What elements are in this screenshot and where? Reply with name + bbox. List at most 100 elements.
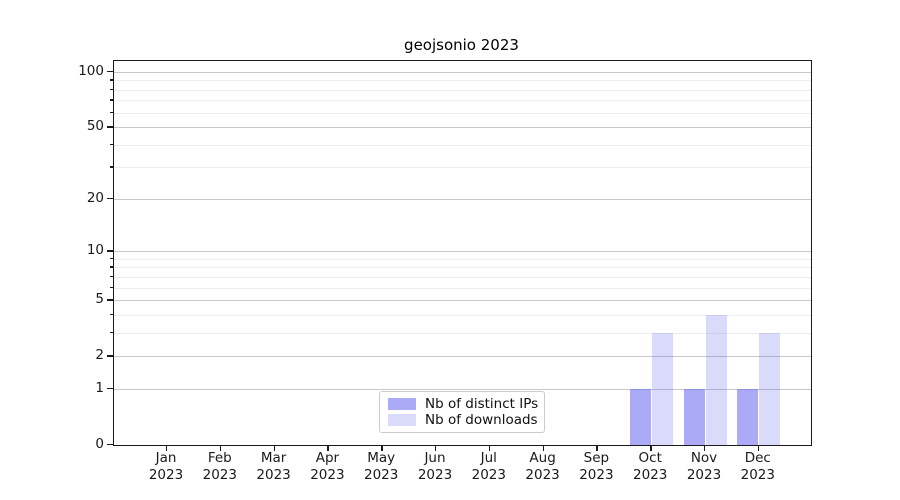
x-axis-tick bbox=[166, 445, 168, 451]
gridline-minor bbox=[114, 167, 811, 169]
y-axis-tick-label: 0 bbox=[95, 436, 104, 452]
x-axis-tick bbox=[650, 445, 652, 451]
gridline-minor bbox=[114, 80, 811, 82]
x-axis-tick bbox=[704, 445, 706, 451]
gridline-major bbox=[114, 300, 811, 302]
month-label: Jan bbox=[155, 450, 177, 466]
x-axis-tick-label: Oct 2023 bbox=[620, 450, 680, 484]
x-axis-tick-label: Jun 2023 bbox=[405, 450, 465, 484]
gridline-minor bbox=[114, 287, 811, 289]
bar-distinct-ips bbox=[629, 388, 651, 445]
year-label: 2023 bbox=[202, 467, 237, 483]
legend-swatch-downloads bbox=[388, 414, 416, 426]
x-axis-tick bbox=[219, 445, 222, 451]
gridline-major bbox=[114, 251, 811, 253]
x-axis-tick-label: May 2023 bbox=[351, 450, 411, 484]
y-axis-minor-tick bbox=[109, 313, 113, 316]
y-axis-minor-tick bbox=[109, 88, 113, 91]
y-axis-minor-tick bbox=[109, 257, 113, 260]
x-axis-tick bbox=[542, 445, 544, 451]
x-axis-tick-label: Feb 2023 bbox=[190, 450, 250, 484]
year-label: 2023 bbox=[740, 467, 775, 483]
gridline-minor bbox=[114, 100, 811, 102]
x-axis-tick-label: Jul 2023 bbox=[459, 450, 519, 484]
month-label: May bbox=[367, 450, 396, 466]
y-axis-minor-tick bbox=[109, 99, 113, 101]
x-axis-tick bbox=[488, 445, 491, 451]
bar-distinct-ips bbox=[683, 388, 705, 445]
x-axis-tick bbox=[381, 445, 383, 451]
x-axis-tick bbox=[757, 445, 760, 451]
legend-swatch-distinct-ips bbox=[388, 398, 416, 410]
y-axis-tick-label: 20 bbox=[86, 189, 104, 206]
month-label: Jun bbox=[424, 450, 446, 466]
month-label: Feb bbox=[207, 450, 232, 466]
gridline-minor bbox=[114, 112, 811, 114]
y-axis-tick bbox=[107, 126, 113, 128]
y-axis-minor-tick bbox=[109, 143, 113, 146]
x-axis-tick-label: Nov 2023 bbox=[674, 450, 734, 484]
gridline-major bbox=[114, 356, 811, 358]
y-axis-tick bbox=[107, 71, 113, 73]
gridline-major bbox=[114, 198, 811, 200]
y-axis-minor-tick bbox=[109, 166, 113, 168]
year-label: 2023 bbox=[579, 467, 614, 483]
y-axis-tick-label: 2 bbox=[95, 347, 104, 364]
legend-item: Nb of downloads bbox=[388, 412, 538, 428]
year-label: 2023 bbox=[364, 467, 399, 483]
y-axis-tick-label: 50 bbox=[86, 118, 104, 135]
y-axis-tick-label: 5 bbox=[95, 291, 104, 308]
y-axis-tick-label: 10 bbox=[86, 242, 104, 259]
x-axis-tick bbox=[273, 445, 275, 451]
y-axis-minor-tick bbox=[109, 331, 113, 334]
x-axis-tick-label: Aug 2023 bbox=[513, 450, 573, 484]
x-axis-tick-label: Sep 2023 bbox=[566, 450, 626, 484]
month-label: Mar bbox=[260, 450, 287, 466]
legend-label: Nb of downloads bbox=[425, 412, 538, 428]
gridline-minor bbox=[114, 89, 811, 91]
gridline-minor bbox=[114, 314, 811, 316]
gridline-minor bbox=[114, 276, 811, 278]
y-axis-minor-tick bbox=[109, 79, 113, 81]
legend: Nb of distinct IPs Nb of downloads bbox=[379, 391, 545, 433]
y-axis-tick bbox=[107, 355, 113, 357]
y-axis-tick bbox=[107, 197, 113, 200]
gridline-major bbox=[114, 72, 811, 73]
y-axis-tick bbox=[107, 299, 113, 301]
month-label: Aug bbox=[529, 450, 556, 466]
year-label: 2023 bbox=[525, 467, 560, 483]
gridline-minor bbox=[114, 144, 811, 146]
bar-downloads bbox=[651, 332, 673, 445]
x-axis-tick bbox=[327, 445, 329, 451]
x-axis-tick bbox=[596, 445, 598, 451]
y-axis-tick bbox=[107, 387, 113, 390]
year-label: 2023 bbox=[417, 467, 453, 483]
y-axis-minor-tick bbox=[109, 275, 113, 278]
legend-item: Nb of distinct IPs bbox=[388, 396, 538, 412]
y-axis-tick bbox=[107, 250, 113, 252]
bar-downloads bbox=[705, 314, 727, 445]
month-label: Dec bbox=[744, 450, 771, 466]
y-axis-tick bbox=[107, 444, 113, 446]
month-label: Apr bbox=[315, 450, 340, 466]
gridline-minor bbox=[114, 267, 811, 269]
year-label: 2023 bbox=[686, 467, 722, 483]
y-axis-tick-label: 100 bbox=[78, 63, 104, 79]
bar-distinct-ips bbox=[737, 388, 759, 445]
y-axis-minor-tick bbox=[109, 111, 113, 114]
chart-title: geojsonio 2023 bbox=[404, 36, 519, 54]
x-axis-tick-label: Dec 2023 bbox=[728, 450, 788, 484]
year-label: 2023 bbox=[256, 467, 291, 483]
y-axis-tick-label: 1 bbox=[95, 379, 104, 396]
gridline-major bbox=[114, 388, 811, 390]
y-axis-minor-tick bbox=[109, 286, 113, 289]
x-axis-tick-label: Mar 2023 bbox=[244, 450, 304, 484]
plot-area bbox=[113, 60, 812, 446]
year-label: 2023 bbox=[148, 467, 184, 483]
x-axis-tick-label: Jan 2023 bbox=[136, 450, 196, 484]
gridline-minor bbox=[114, 332, 811, 334]
month-label: Jul bbox=[480, 450, 497, 466]
month-label: Nov bbox=[690, 450, 718, 466]
bar-downloads bbox=[759, 332, 781, 445]
